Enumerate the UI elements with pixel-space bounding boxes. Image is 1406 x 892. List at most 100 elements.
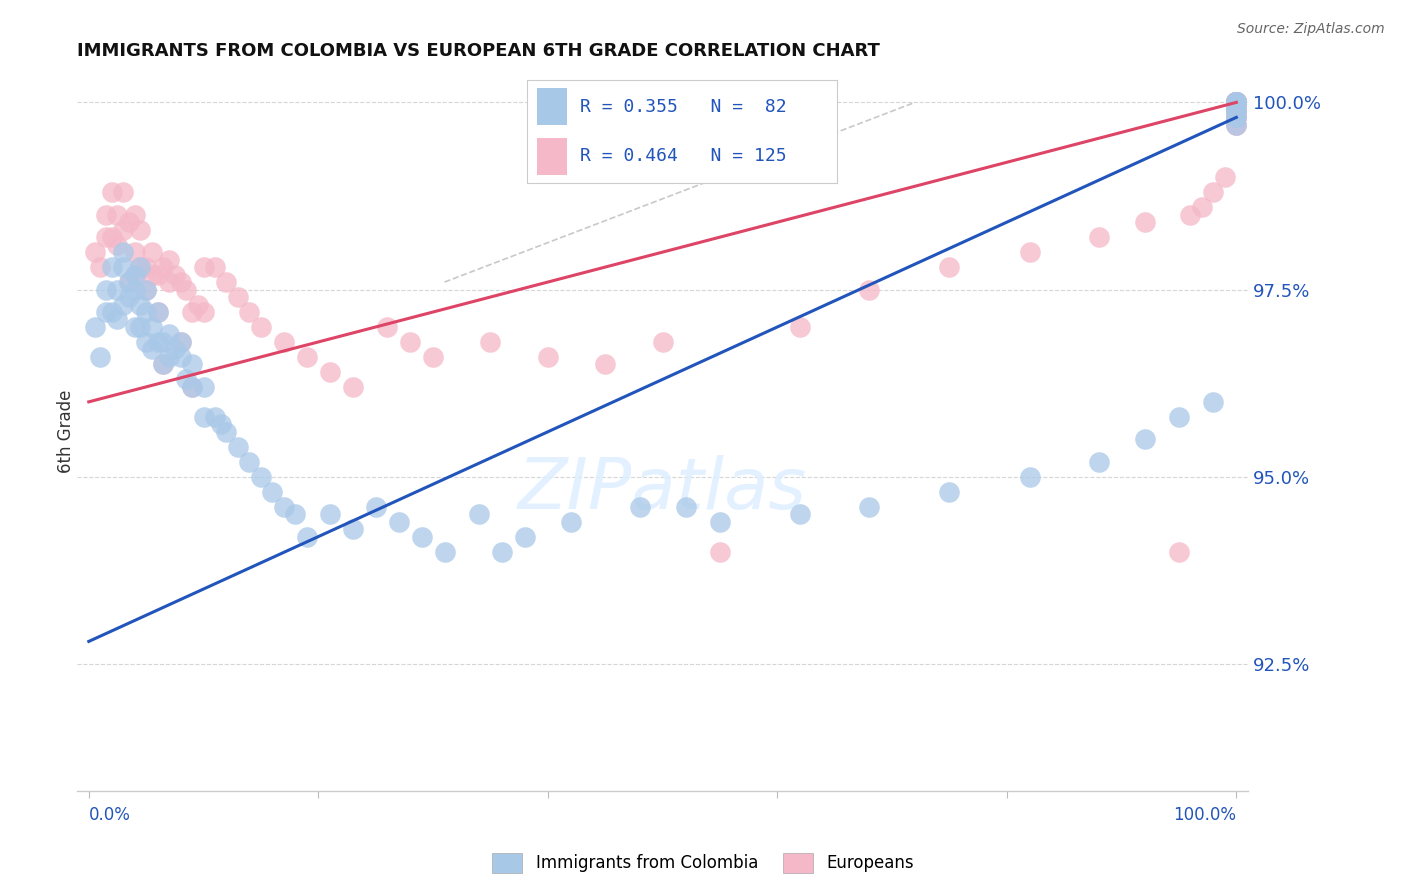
Point xyxy=(124,268,146,282)
Point xyxy=(364,500,387,514)
Point xyxy=(129,260,152,274)
Point xyxy=(193,305,215,319)
Point xyxy=(399,334,422,349)
Point xyxy=(1225,95,1247,110)
Point xyxy=(1225,95,1247,110)
Point xyxy=(94,283,117,297)
Point xyxy=(1225,95,1247,110)
Point xyxy=(124,245,146,260)
Point xyxy=(1180,208,1202,222)
Point xyxy=(112,297,135,311)
Point xyxy=(187,297,209,311)
Point xyxy=(124,320,146,334)
Point xyxy=(1213,170,1236,185)
Point xyxy=(181,380,204,394)
Point xyxy=(152,334,174,349)
Point xyxy=(100,260,122,274)
Point xyxy=(250,469,273,483)
Point xyxy=(112,260,135,274)
Point xyxy=(107,208,129,222)
Point xyxy=(1225,95,1247,110)
Text: R = 0.464   N = 125: R = 0.464 N = 125 xyxy=(579,147,786,165)
Point xyxy=(433,544,456,558)
Point xyxy=(1225,95,1247,110)
Point xyxy=(651,334,673,349)
Text: R = 0.355   N =  82: R = 0.355 N = 82 xyxy=(579,98,786,116)
Point xyxy=(193,409,215,424)
Point xyxy=(1225,103,1247,117)
Point xyxy=(675,500,697,514)
Point xyxy=(89,350,111,364)
Point xyxy=(250,320,273,334)
Point xyxy=(135,283,157,297)
Point xyxy=(152,358,174,372)
Point xyxy=(342,522,364,536)
Text: IMMIGRANTS FROM COLOMBIA VS EUROPEAN 6TH GRADE CORRELATION CHART: IMMIGRANTS FROM COLOMBIA VS EUROPEAN 6TH… xyxy=(77,42,880,60)
Point xyxy=(1225,111,1247,125)
Point xyxy=(146,268,169,282)
Point xyxy=(100,185,122,199)
Point xyxy=(181,305,204,319)
Point xyxy=(163,343,186,357)
Point xyxy=(118,215,141,229)
Point xyxy=(1225,95,1247,110)
Point xyxy=(1225,111,1247,125)
Point xyxy=(1225,95,1247,110)
Point xyxy=(273,334,295,349)
Point xyxy=(1225,95,1247,110)
Point xyxy=(1225,95,1247,110)
Point xyxy=(513,530,536,544)
Point xyxy=(1225,103,1247,117)
Point xyxy=(135,283,157,297)
Point xyxy=(1191,200,1213,214)
Point xyxy=(169,275,191,289)
Point xyxy=(94,230,117,244)
Point xyxy=(1225,95,1247,110)
Point xyxy=(215,425,238,439)
Point xyxy=(100,305,122,319)
Point xyxy=(1225,95,1247,110)
Point xyxy=(1225,95,1247,110)
Point xyxy=(1225,95,1247,110)
Point xyxy=(1225,103,1247,117)
Point xyxy=(709,515,731,529)
Point xyxy=(129,222,152,236)
Point xyxy=(112,222,135,236)
Y-axis label: 6th Grade: 6th Grade xyxy=(58,390,75,474)
Point xyxy=(1225,111,1247,125)
Text: 0.0%: 0.0% xyxy=(89,806,131,824)
Point xyxy=(319,365,342,379)
Point xyxy=(209,417,232,432)
Point xyxy=(1225,95,1247,110)
Point xyxy=(146,334,169,349)
Point xyxy=(141,320,163,334)
Point xyxy=(628,500,651,514)
Legend: Immigrants from Colombia, Europeans: Immigrants from Colombia, Europeans xyxy=(485,847,921,880)
Point xyxy=(1168,544,1191,558)
Point xyxy=(193,380,215,394)
Point xyxy=(273,500,295,514)
Point xyxy=(342,380,364,394)
Point xyxy=(858,283,880,297)
Point xyxy=(537,350,560,364)
Point xyxy=(1225,103,1247,117)
Point xyxy=(1225,95,1247,110)
Point xyxy=(152,358,174,372)
Point xyxy=(1225,95,1247,110)
Point xyxy=(1225,95,1247,110)
Point xyxy=(1225,95,1247,110)
Point xyxy=(1202,185,1225,199)
Point xyxy=(1225,95,1247,110)
Point xyxy=(295,530,318,544)
Point xyxy=(181,358,204,372)
Point xyxy=(789,320,811,334)
Point xyxy=(157,252,180,267)
Point xyxy=(1087,455,1109,469)
Point xyxy=(238,455,260,469)
Point xyxy=(141,268,163,282)
Point xyxy=(135,305,157,319)
Point xyxy=(193,260,215,274)
Point xyxy=(169,334,191,349)
Point xyxy=(789,507,811,521)
Point xyxy=(1225,111,1247,125)
